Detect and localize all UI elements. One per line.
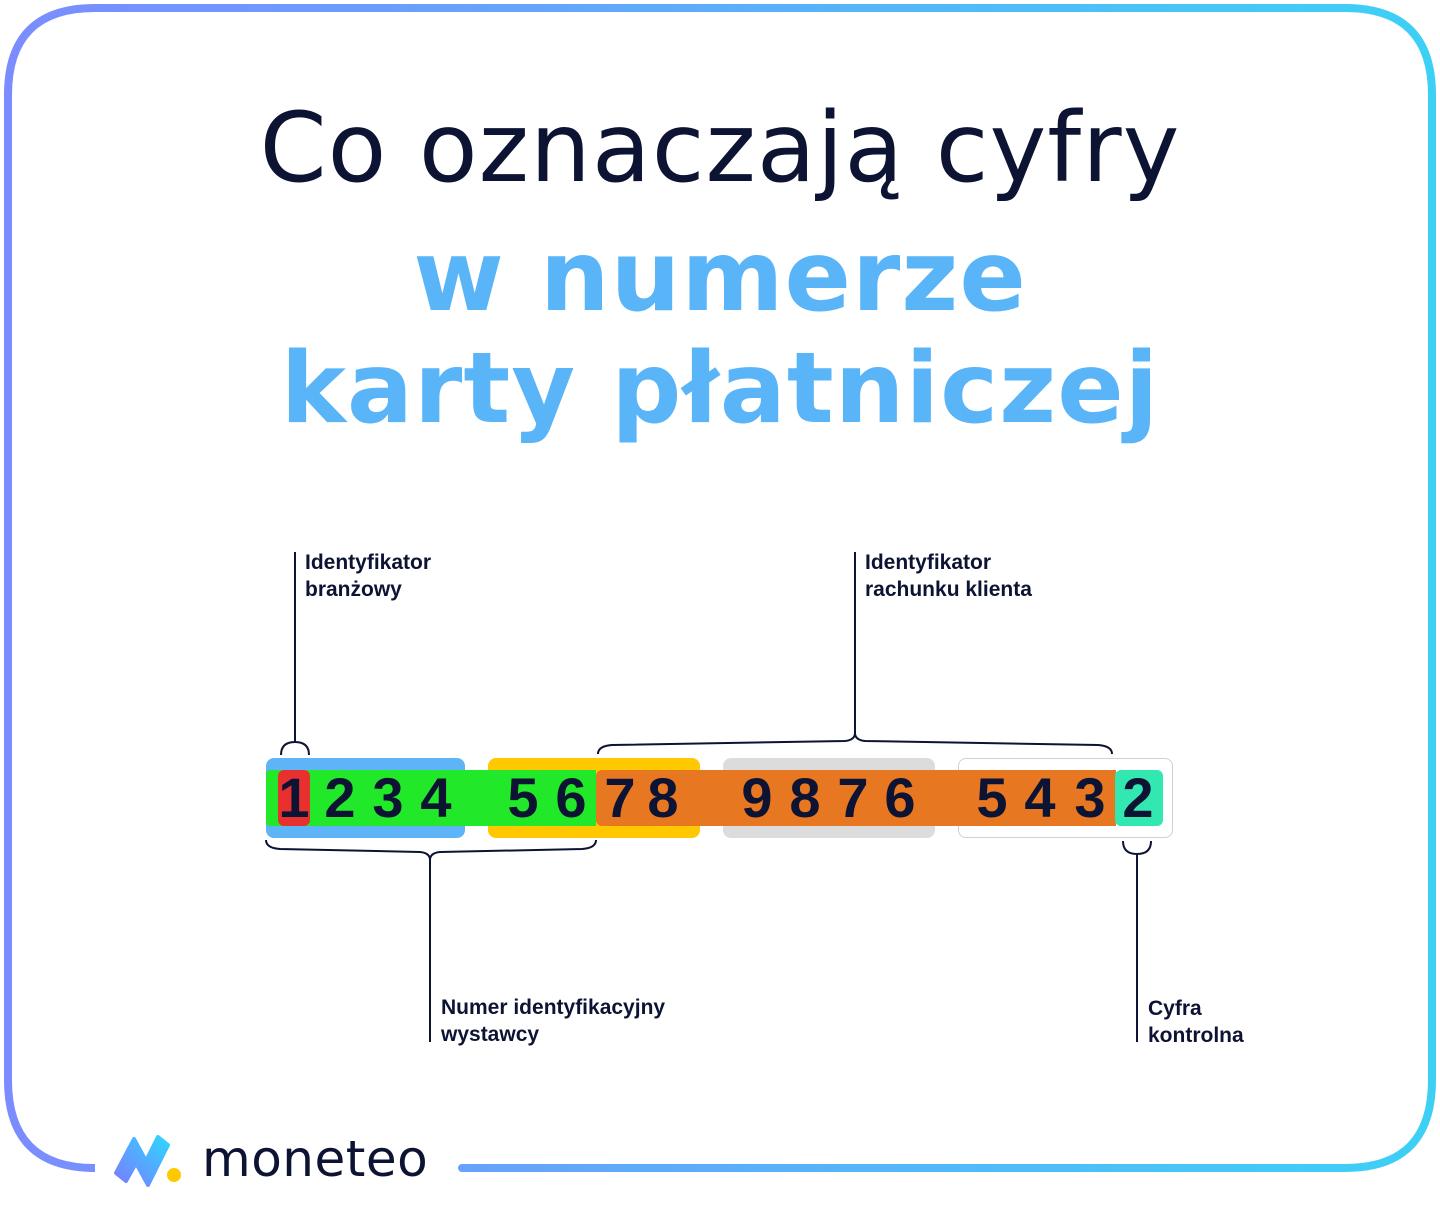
card-digit: 2 [324,766,356,829]
card-digit: 3 [372,766,404,829]
account-band [596,770,1116,826]
label-issuer-number: Numer identyfikacyjny wystawcy [441,994,665,1048]
card-digit: 7 [837,766,869,829]
label-line: kontrolna [1148,1024,1244,1047]
card-digit: 6 [884,766,916,829]
label-line: Numer identyfikacyjny [441,996,666,1019]
card-digit: 9 [741,766,773,829]
label-line: wystawcy [441,1023,540,1046]
card-digit: 1 [278,766,310,829]
card-digit: 8 [647,766,679,829]
industry-digit-highlight [278,770,310,826]
issuer-brace [265,839,597,1042]
card-digit: 4 [420,766,452,829]
card-digit: 5 [976,766,1008,829]
card-digit: 7 [604,766,636,829]
card-digit: 2 [1122,766,1154,829]
card-digit: 8 [789,766,821,829]
label-line: rachunku klienta [865,578,1032,601]
brand-logo: moneteo [112,1130,428,1188]
card-digit: 5 [507,766,539,829]
check-digit-highlight [1115,770,1163,826]
label-check-digit: Cyfra kontrolna [1148,995,1244,1049]
industry-pointer-line [280,552,310,756]
moneteo-logo-icon [114,1135,181,1187]
title-line-1: Co oznaczają cyfry [259,92,1181,204]
card-digit: 4 [1024,766,1056,829]
label-account-identifier: Identyfikator rachunku klienta [865,549,1032,603]
card-digit: 3 [1074,766,1106,829]
brand-name: moneteo [202,1130,429,1188]
label-industry-identifier: Identyfikator branżowy [305,549,431,603]
title-line-2: w numerze [413,220,1027,334]
label-line: Identyfikator [305,551,432,574]
card-digit: 6 [555,766,587,829]
check-pointer-line [1122,840,1152,1042]
label-line: branżowy [305,578,402,601]
card-frame-border [4,4,1436,1172]
label-line: Cyfra [1148,997,1202,1020]
issuer-band [266,770,596,826]
label-line: Identyfikator [865,551,992,574]
title-line-3: karty płatniczej [280,332,1160,446]
account-brace [597,552,1113,755]
